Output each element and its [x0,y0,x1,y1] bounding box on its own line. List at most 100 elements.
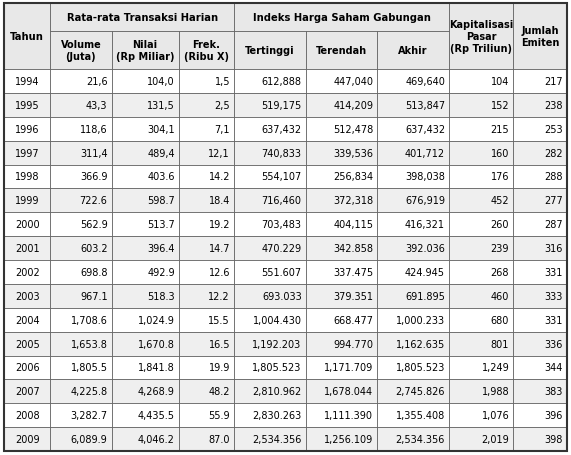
Text: 403.6: 403.6 [147,172,175,182]
Text: 2,534.356: 2,534.356 [252,434,301,444]
Bar [305,427,377,451]
Text: 238: 238 [545,101,563,111]
Bar [234,142,305,165]
Text: 2,5: 2,5 [214,101,230,111]
Text: 268: 268 [490,268,509,278]
Bar [4,142,50,165]
Bar [50,404,111,427]
Text: 512,478: 512,478 [333,124,373,134]
Text: 311,4: 311,4 [80,148,107,158]
Bar [4,70,50,94]
Text: 1,024.9: 1,024.9 [138,315,175,325]
Bar [50,237,111,260]
Bar [179,142,234,165]
Bar [234,404,305,427]
Bar [377,260,449,284]
Bar [179,404,234,427]
Bar [305,165,377,189]
Bar [449,237,513,260]
Text: 253: 253 [544,124,563,134]
Bar [513,237,567,260]
Text: 288: 288 [545,172,563,182]
Bar [234,308,305,332]
Text: 19.9: 19.9 [208,363,230,373]
Bar [234,4,449,32]
Text: 452: 452 [490,196,509,206]
Text: 1,249: 1,249 [481,363,509,373]
Text: 1996: 1996 [15,124,39,134]
Text: 366.9: 366.9 [80,172,107,182]
Text: 339,536: 339,536 [333,148,373,158]
Text: 598.7: 598.7 [147,196,175,206]
Bar [179,94,234,117]
Text: 1,841.8: 1,841.8 [138,363,175,373]
Bar [513,117,567,142]
Bar [111,332,179,356]
Text: 469,640: 469,640 [405,77,445,87]
Bar [234,32,305,70]
Text: 316: 316 [545,243,563,253]
Text: 722.6: 722.6 [79,196,107,206]
Text: Kapitalisasi
Pasar
(Rp Triliun): Kapitalisasi Pasar (Rp Triliun) [449,20,513,54]
Bar [179,427,234,451]
Text: 19.2: 19.2 [208,220,230,230]
Text: 104,0: 104,0 [147,77,175,87]
Bar [50,94,111,117]
Bar [111,70,179,94]
Bar [377,379,449,404]
Bar [50,32,111,70]
Text: 333: 333 [545,291,563,301]
Bar [4,404,50,427]
Bar [449,117,513,142]
Text: 1997: 1997 [15,148,39,158]
Bar [4,189,50,213]
Text: 398,038: 398,038 [405,172,445,182]
Text: 383: 383 [545,386,563,396]
Text: 1995: 1995 [15,101,39,111]
Text: Volume
(Juta): Volume (Juta) [61,40,101,62]
Bar [111,94,179,117]
Text: 7,1: 7,1 [215,124,230,134]
Bar [377,165,449,189]
Text: 1,004.430: 1,004.430 [252,315,301,325]
Bar [305,308,377,332]
Bar [179,117,234,142]
Text: 4,435.5: 4,435.5 [138,410,175,420]
Text: 1,805.523: 1,805.523 [396,363,445,373]
Text: 2007: 2007 [15,386,39,396]
Text: Nilai
(Rp Miliar): Nilai (Rp Miliar) [116,40,174,62]
Bar [179,189,234,213]
Text: 12.2: 12.2 [208,291,230,301]
Text: 1999: 1999 [15,196,39,206]
Bar [50,332,111,356]
Bar [305,142,377,165]
Bar [449,308,513,332]
Bar [4,284,50,308]
Text: 48.2: 48.2 [208,386,230,396]
Text: 1,988: 1,988 [481,386,509,396]
Text: 2003: 2003 [15,291,39,301]
Text: 489,4: 489,4 [147,148,175,158]
Bar [234,189,305,213]
Text: 416,321: 416,321 [405,220,445,230]
Bar [4,427,50,451]
Text: 1,171.709: 1,171.709 [324,363,373,373]
Bar [234,213,305,237]
Text: 176: 176 [490,172,509,182]
Bar [50,356,111,379]
Bar [4,332,50,356]
Bar [449,94,513,117]
Text: 336: 336 [545,339,563,349]
Bar [111,308,179,332]
Bar [179,284,234,308]
Bar [377,32,449,70]
Text: 703,483: 703,483 [262,220,301,230]
Bar [377,237,449,260]
Bar [513,4,567,70]
Text: 1998: 1998 [15,172,39,182]
Text: 12.6: 12.6 [208,268,230,278]
Bar [179,32,234,70]
Bar [377,332,449,356]
Bar [234,427,305,451]
Text: 637,432: 637,432 [262,124,301,134]
